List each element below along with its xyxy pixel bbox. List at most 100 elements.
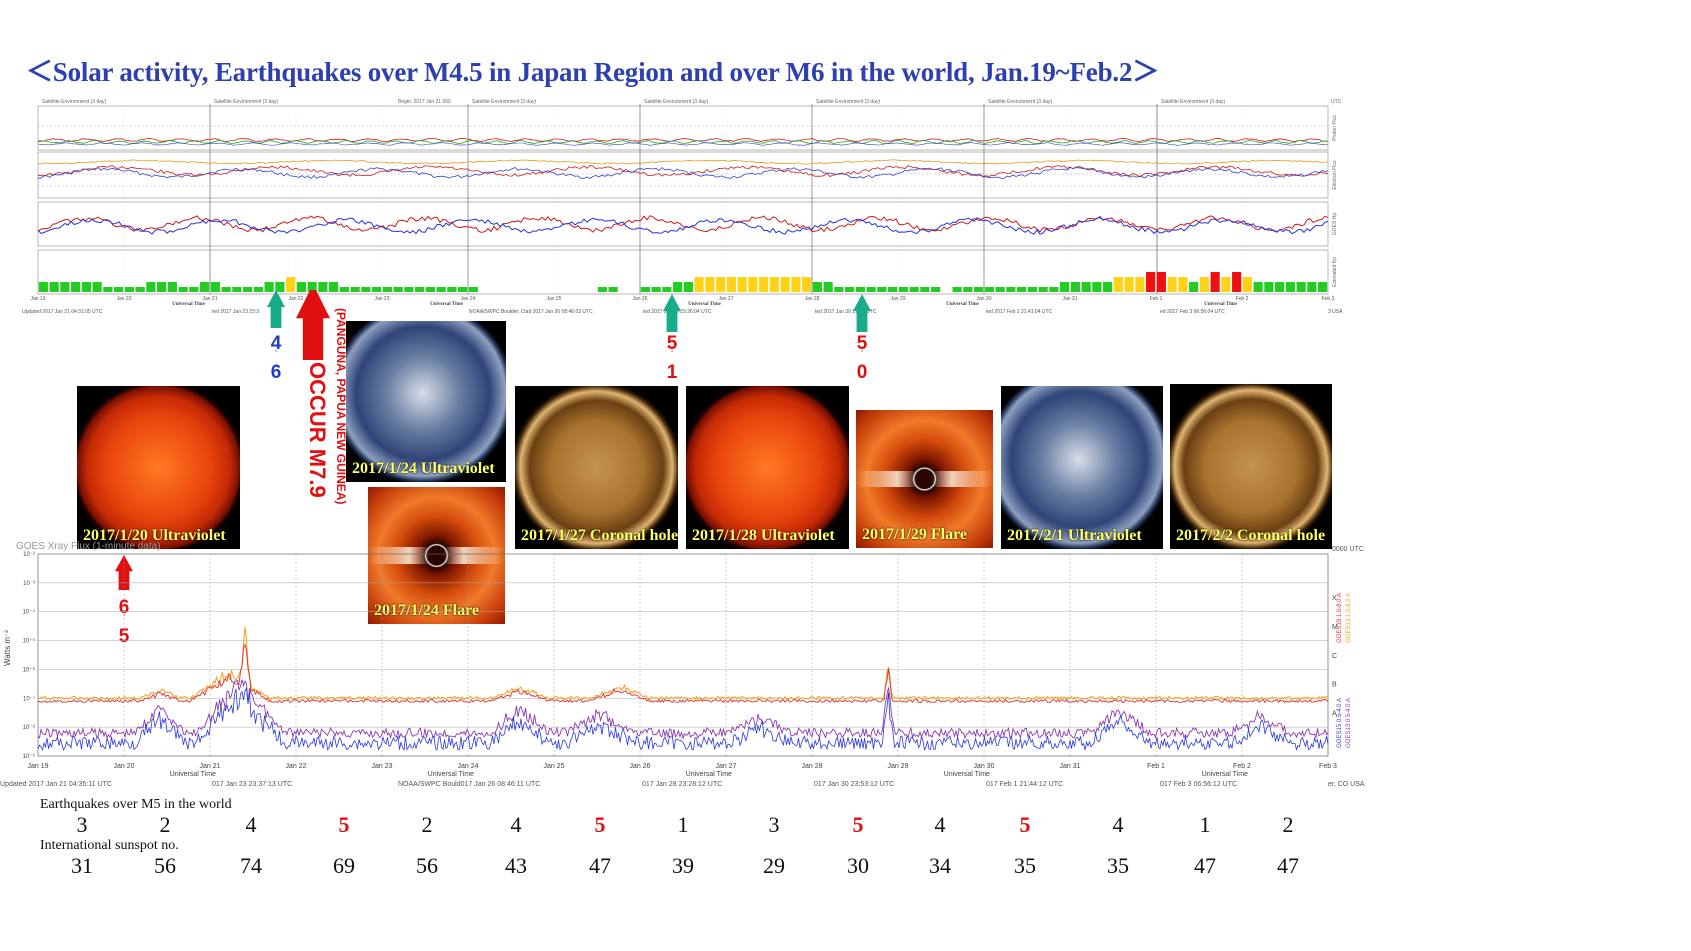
kp-bar [404, 287, 414, 292]
xray-legend-entry: GOES13 1.0-8.0 A [1346, 593, 1352, 643]
kp-bar [1285, 282, 1295, 292]
kp-bar [705, 277, 715, 292]
kp-bar [1275, 282, 1285, 292]
kp-bar [1070, 282, 1080, 292]
kp-bar [866, 287, 876, 292]
sun-red-icon [77, 386, 240, 549]
sunspot-number: 47 [1194, 853, 1216, 878]
kp-bar [802, 277, 812, 292]
xray-updated-stamp: er, CO USA [1328, 781, 1365, 788]
kp-bar [845, 287, 855, 292]
top-date-tick: Feb 1 [1150, 296, 1163, 302]
side-label: Electron Flux [1332, 160, 1338, 190]
sun-gold-icon [1170, 384, 1332, 549]
earthquake-count: 4 [1112, 812, 1124, 837]
xray-ytick: 10⁻² [23, 552, 35, 558]
kp-bar [1049, 287, 1059, 292]
top-updated-stamp: 3 USA [1328, 309, 1343, 315]
top-date-tick: Jan 26 [632, 296, 647, 302]
top-panel-curves [37, 137, 1329, 235]
xray-class-label: M [1332, 624, 1338, 631]
xray-axis-title: Universal Time [428, 771, 474, 778]
kp-bar [1232, 272, 1242, 292]
kp-bar [1006, 287, 1016, 292]
kp-bar [1189, 282, 1199, 292]
kp-bar [393, 287, 403, 292]
sunspot-number: 47 [589, 853, 611, 878]
kp-bar [791, 277, 801, 292]
earthquake-count: 3 [76, 812, 88, 837]
xray-class-label: C [1332, 653, 1337, 660]
sunspot-number: 30 [847, 853, 869, 878]
kp-bar [275, 282, 285, 292]
kp-bar [1307, 282, 1317, 292]
top-updated-stamp: NOAA/SWPC Boulder, Ctad 2017 Jan 26 08:4… [469, 309, 593, 315]
xray-ytick: 10⁻⁶ [23, 666, 36, 673]
kp-bar [382, 287, 392, 292]
sunspot-number: 56 [416, 853, 438, 878]
sun-image: 2017/1/24 Ultraviolet [346, 321, 506, 482]
xray-updated-stamp: Updated 2017 Jan 21 04:35:11 UTC [0, 781, 112, 788]
xray-ylabel: Watts m⁻² [3, 630, 12, 666]
kp-bar [329, 282, 339, 292]
kp-bar [372, 287, 382, 292]
kp-bar [1135, 277, 1145, 292]
side-label: Estimated Kp [1332, 257, 1338, 287]
side-label: Proton Flux [1332, 115, 1338, 141]
kp-bar [877, 287, 887, 292]
kp-bar [608, 287, 618, 292]
xray-flux-panel: 10⁻² 10⁻³ 10⁻⁴ 10⁻⁵ 10⁻⁶ 10⁻⁷ 10⁻⁸ 10⁻⁹ Watts m⁻… [0, 541, 1365, 788]
xray-date-tick: Jan 21 [199, 763, 220, 770]
sun-image: 2017/2/2 Coronal hole [1170, 384, 1332, 549]
top-date-tick: Jan 21 [202, 296, 217, 302]
side-label: GOES Hp [1332, 213, 1338, 235]
kp-bar [458, 287, 468, 292]
top-axis-title: Universal Time [430, 302, 464, 307]
kp-bar [124, 287, 134, 292]
arrow-label-dot: ˙ [670, 350, 674, 361]
top-date-tick: Jan 29 [890, 296, 905, 302]
xray-date-tick: Jan 31 [1059, 763, 1080, 770]
kp-bar [662, 287, 672, 292]
top-panel-text: Proton Flux Electron Flux GOES Hp Estimated… [22, 99, 1343, 315]
xray-date-tick: Jan 29 [887, 763, 908, 770]
kp-bar [1027, 287, 1037, 292]
xray-date-tick: Jan 27 [715, 763, 736, 770]
kp-bar [855, 287, 865, 292]
kp-bar [1092, 282, 1102, 292]
kp-bar [253, 287, 263, 292]
kp-bar [1081, 282, 1091, 292]
sunspot-number: 39 [672, 853, 694, 878]
electron-flux-curve [38, 167, 1329, 180]
xray-updated-stamp: 017 Feb 1 21:44:12 UTC [986, 781, 1063, 788]
top-updated-stamp: ed 2017 Feb 3 06:56:04 UTC [1160, 309, 1225, 315]
xray-date-tick: Jan 25 [543, 763, 564, 770]
xray-date-tick: Jan 19 [27, 763, 48, 770]
arrow-label-dot: ˙ [860, 350, 864, 361]
satellite-environment-panel: Proton Flux Electron Flux GOES Hp Estimated… [22, 99, 1343, 315]
kp-bar [296, 282, 306, 292]
kp-bar [1242, 277, 1252, 292]
top-row-frame [37, 201, 1329, 247]
kp-bar [1296, 282, 1306, 292]
top-date-tick: Jan 23 [374, 296, 389, 302]
image-caption: 2017/1/28 Ultraviolet [692, 527, 835, 544]
kp-bar [1124, 277, 1134, 292]
earthquake-count: 5 [594, 812, 606, 837]
top-date-tick: Feb 3 [1322, 296, 1335, 302]
xray-ytick: 10⁻⁸ [23, 724, 36, 731]
image-caption: 2017/1/20 Ultraviolet [83, 527, 226, 544]
top-date-tick: Jan 30 [976, 296, 991, 302]
sun-image: 2017/1/24 Flare [368, 487, 505, 624]
kp-bar [1167, 277, 1177, 292]
xray-long-goes13 [37, 626, 1329, 701]
hp-curve [37, 215, 1329, 233]
earthquake-count: 4 [510, 812, 522, 837]
kp-bar [898, 287, 908, 292]
kp-bar [286, 277, 296, 292]
kp-bar [468, 287, 478, 292]
xray-short-goes13 [37, 679, 1329, 740]
xray-frame [37, 553, 1329, 757]
kp-bar [114, 287, 124, 292]
kp-bar [60, 282, 70, 292]
